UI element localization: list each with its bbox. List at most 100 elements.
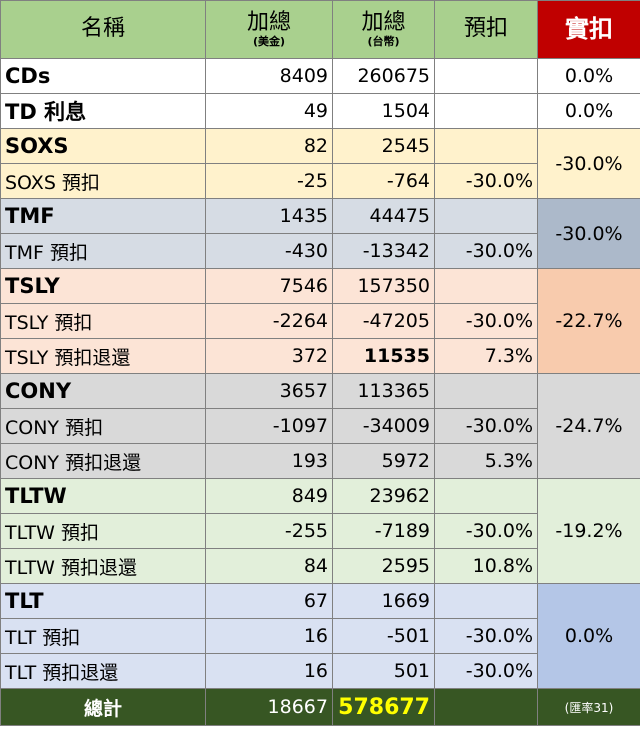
row-withheld: -30.0%: [434, 408, 538, 444]
row-twd: 501: [332, 653, 435, 689]
row-withheld: [434, 268, 538, 304]
row-usd: 82: [205, 128, 333, 164]
row-twd: -764: [332, 163, 435, 199]
group-actual-tltw: -19.2%: [537, 478, 640, 584]
row-twd: -7189: [332, 513, 435, 549]
row-withheld: [434, 583, 538, 619]
row-twd: 260675: [332, 58, 435, 94]
table-row: TMF 1435 44475 -30.0%: [0, 198, 640, 269]
table-row: TSLY 7546 157350 -22.7%: [0, 268, 640, 374]
header-usd-unit: (美金): [252, 35, 286, 49]
table-row: TSLY 預扣退還 372 11535 7.3%: [0, 338, 640, 374]
table-row: CDs 8409 260675 0.0%: [0, 58, 640, 94]
row-withheld: -30.0%: [434, 653, 538, 689]
total-row: 總計 18667 578677 (匯率31): [0, 688, 640, 726]
row-name: TSLY 預扣: [0, 303, 206, 339]
row-twd: 2545: [332, 128, 435, 164]
row-usd: -2264: [205, 303, 333, 339]
group-actual-soxs: -30.0%: [537, 128, 640, 199]
row-usd: 7546: [205, 268, 333, 304]
row-twd: 44475: [332, 198, 435, 234]
row-usd: 16: [205, 653, 333, 689]
table-row: TLT 預扣 16 -501 -30.0%: [0, 618, 640, 654]
row-withheld: 7.3%: [434, 338, 538, 374]
row-name: TMF: [0, 198, 206, 234]
row-twd: 1669: [332, 583, 435, 619]
header-name: 名稱: [0, 0, 206, 59]
header-usd-total: 加總 (美金): [205, 0, 333, 59]
row-twd: 5972: [332, 443, 435, 479]
table-row: CONY 3657 113365 -24.7%: [0, 373, 640, 479]
header-row: 名稱 加總 (美金) 加總 (台幣) 預扣 實扣: [0, 0, 640, 59]
row-name: CONY 預扣: [0, 408, 206, 444]
row-twd: 1504: [332, 93, 435, 129]
row-usd: 84: [205, 548, 333, 584]
row-name: TLTW: [0, 478, 206, 514]
group-actual-tlt: 0.0%: [537, 583, 640, 689]
row-name: TLTW 預扣: [0, 513, 206, 549]
header-withheld: 預扣: [434, 0, 538, 59]
row-name: CONY: [0, 373, 206, 409]
table-row: TLT 67 1669 0.0%: [0, 583, 640, 689]
row-withheld: 10.8%: [434, 548, 538, 584]
table-row: SOXS 預扣 -25 -764 -30.0%: [0, 163, 640, 199]
row-name: TMF 預扣: [0, 233, 206, 269]
row-withheld: -30.0%: [434, 233, 538, 269]
row-name: TLT 預扣: [0, 618, 206, 654]
exchange-rate-note: (匯率31): [537, 688, 640, 726]
table-row: CONY 預扣退還 193 5972 5.3%: [0, 443, 640, 479]
row-withheld: [434, 93, 538, 129]
row-usd: 1435: [205, 198, 333, 234]
row-withheld: [434, 58, 538, 94]
row-usd: 49: [205, 93, 333, 129]
row-withheld: [434, 373, 538, 409]
row-name: TLTW 預扣退還: [0, 548, 206, 584]
row-usd: 193: [205, 443, 333, 479]
row-name: TD 利息: [0, 93, 206, 129]
table-row: TSLY 預扣 -2264 -47205 -30.0%: [0, 303, 640, 339]
row-name: TLT 預扣退還: [0, 653, 206, 689]
row-usd: 67: [205, 583, 333, 619]
row-name: TLT: [0, 583, 206, 619]
row-usd: 372: [205, 338, 333, 374]
total-usd: 18667: [205, 688, 333, 726]
row-name: TSLY 預扣退還: [0, 338, 206, 374]
row-twd: 23962: [332, 478, 435, 514]
row-twd: -501: [332, 618, 435, 654]
row-withheld: [434, 198, 538, 234]
table-row: TLTW 預扣 -255 -7189 -30.0%: [0, 513, 640, 549]
total-label: 總計: [0, 688, 206, 726]
table-row: TLTW 預扣退還 84 2595 10.8%: [0, 548, 640, 584]
group-actual-tsly: -22.7%: [537, 268, 640, 374]
table-row: TLTW 849 23962 -19.2%: [0, 478, 640, 584]
row-name: CONY 預扣退還: [0, 443, 206, 479]
row-twd: 157350: [332, 268, 435, 304]
row-withheld: -30.0%: [434, 303, 538, 339]
row-twd: 11535: [332, 338, 435, 374]
header-twd-total: 加總 (台幣): [332, 0, 435, 59]
row-twd: -47205: [332, 303, 435, 339]
row-usd: -430: [205, 233, 333, 269]
row-usd: 16: [205, 618, 333, 654]
row-withheld: [434, 478, 538, 514]
group-actual-cony: -24.7%: [537, 373, 640, 479]
row-usd: -25: [205, 163, 333, 199]
header-twd-unit: (台幣): [367, 35, 400, 49]
table-row: TD 利息 49 1504 0.0%: [0, 93, 640, 129]
row-usd: 849: [205, 478, 333, 514]
row-twd: 2595: [332, 548, 435, 584]
row-name: CDs: [0, 58, 206, 94]
table-row: SOXS 82 2545 -30.0%: [0, 128, 640, 199]
row-twd: -13342: [332, 233, 435, 269]
total-withheld-blank: [434, 688, 538, 726]
row-actual: 0.0%: [537, 58, 640, 94]
row-withheld: -30.0%: [434, 618, 538, 654]
row-name: SOXS: [0, 128, 206, 164]
row-withheld: 5.3%: [434, 443, 538, 479]
row-usd: 8409: [205, 58, 333, 94]
group-actual-tmf: -30.0%: [537, 198, 640, 269]
row-actual: 0.0%: [537, 93, 640, 129]
row-usd: -255: [205, 513, 333, 549]
row-withheld: -30.0%: [434, 163, 538, 199]
